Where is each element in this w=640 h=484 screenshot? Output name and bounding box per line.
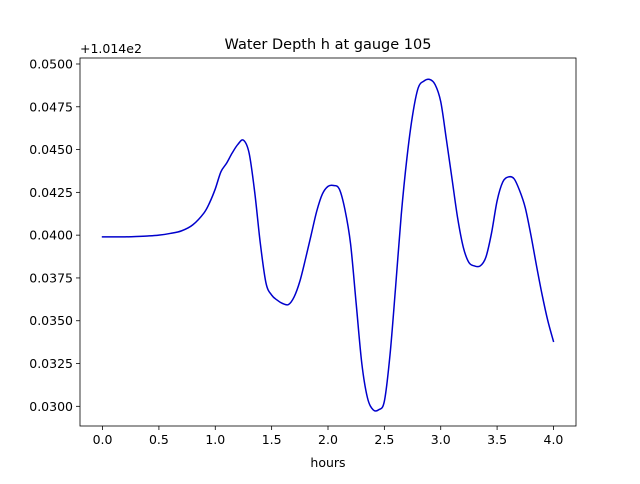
y-tick-label: 0.0425 xyxy=(29,185,73,200)
x-tick-label: 0.0 xyxy=(93,432,113,447)
y-tick-label: 0.0475 xyxy=(29,99,73,114)
x-tick-label: 3.0 xyxy=(431,432,451,447)
plot-area xyxy=(80,58,576,426)
y-tick-label: 0.0500 xyxy=(29,56,73,71)
plot-frame xyxy=(79,57,577,427)
y-axis-offset-text: +1.014e2 xyxy=(80,41,142,56)
x-tick-label: 2.5 xyxy=(374,432,394,447)
series-line xyxy=(101,78,555,412)
x-axis-ticks: 0.0 0.5 1.0 1.5 2.0 2.5 3.0 3.5 4.0 xyxy=(93,426,564,447)
y-tick-label: 0.0400 xyxy=(29,228,73,243)
x-tick-label: 1.0 xyxy=(205,432,225,447)
x-tick-label: 3.5 xyxy=(487,432,507,447)
y-tick-label: 0.0375 xyxy=(29,270,73,285)
x-tick-label: 4.0 xyxy=(544,432,564,447)
y-tick-label: 0.0300 xyxy=(29,399,73,414)
chart-title: Water Depth h at gauge 105 xyxy=(225,37,432,53)
y-axis-ticks: 0.0300 0.0325 0.0350 0.0375 0.0400 0.0425 0.04… xyxy=(29,56,80,414)
x-tick-label: 0.5 xyxy=(149,432,169,447)
y-tick-label: 0.0325 xyxy=(29,356,73,371)
y-tick-label: 0.0350 xyxy=(29,313,73,328)
x-axis-label: hours xyxy=(310,455,345,470)
x-tick-label: 2.0 xyxy=(318,432,338,447)
y-tick-label: 0.0450 xyxy=(29,142,73,157)
x-tick-label: 1.5 xyxy=(262,432,282,447)
